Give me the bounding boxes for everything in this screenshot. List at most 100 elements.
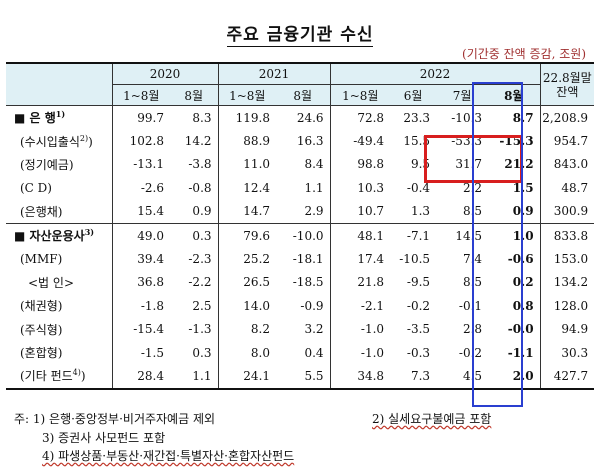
cell-value: 14.2 — [184, 134, 212, 149]
table-row: (C D) -2.6 -0.8 12.4 1.1 10.3 -0.4 2.2 1.5 48.7 — [6, 176, 595, 200]
cell-value: 49.0 — [111, 222, 170, 248]
cell-value: 1.5 — [512, 180, 534, 195]
cell-value: 11.0 — [217, 152, 277, 177]
table-row: (수시입출식2)) 102.8 14.2 88.9 16.3 -49.4 15.5 -53.3… — [6, 129, 595, 153]
cell-value: 2.0 — [488, 364, 541, 390]
cell-value: -1.0 — [329, 340, 391, 365]
cell-value: 39.4 — [111, 247, 170, 271]
cell-value: 1.1 — [304, 180, 324, 195]
cell-value: 14.7 — [217, 199, 277, 224]
row-label: <법 인> — [28, 275, 75, 290]
cell-value: 24.6 — [276, 105, 331, 130]
cell-value: 17.4 — [329, 247, 391, 271]
cell-value: 10.7 — [329, 199, 391, 224]
header-2022: 2022 — [329, 62, 541, 85]
cell-value: 833.8 — [539, 222, 595, 248]
cell-value: 72.8 — [329, 105, 391, 130]
table-row: (주식형) -15.4 -1.3 8.2 3.2 -1.0 -3.5 2.8 -0.0 94.9 — [6, 317, 595, 341]
cell-value: 10.3 — [329, 176, 391, 200]
cell-value: -0.4 — [406, 180, 431, 195]
footnotes: 주: 1) 은행·중앙정부·비거주자예금 제외 2) 실세요구불예금 포함 3)… — [14, 410, 594, 466]
cell-value: 843.0 — [539, 152, 595, 177]
unit-note: (기간중 잔액 증감, 조원) — [462, 47, 586, 61]
cell-value: -10.0 — [276, 222, 331, 248]
cell-value: -3.5 — [406, 322, 431, 337]
cell-value: -1.0 — [329, 317, 391, 341]
cell-value: 8.5 — [462, 275, 483, 290]
cell-value: 0.3 — [170, 222, 219, 248]
cell-value: -18.5 — [292, 275, 324, 290]
cell-value: 28.4 — [111, 364, 170, 390]
cell-value: -1.1 — [507, 345, 534, 360]
cell-value: 954.7 — [539, 129, 595, 153]
cell-value: -15.3 — [499, 134, 534, 149]
cell-value: 14.0 — [217, 294, 277, 318]
footnote-3: 3) 증권사 사모펀드 포함 — [42, 430, 166, 445]
cell-value: 31.7 — [455, 157, 483, 172]
header-2022-jul: 7월 — [436, 84, 489, 106]
cell-value: -0.2 — [458, 345, 483, 360]
cell-value: 1.1 — [170, 364, 219, 390]
cell-value: -3.8 — [188, 157, 212, 172]
cell-value: 2.8 — [462, 322, 483, 337]
cell-value: 14.5 — [436, 222, 489, 248]
cell-value: 134.2 — [539, 270, 595, 295]
table-row: <법 인> 36.8 -2.2 26.5 -18.5 21.8 -9.5 8.5 0.2 134.… — [6, 270, 595, 295]
cell-value: 0.4 — [304, 345, 324, 360]
cell-value: 1.3 — [410, 204, 431, 219]
cell-value: 128.0 — [539, 294, 595, 318]
cell-value: 26.5 — [217, 270, 277, 295]
cell-value: 48.7 — [539, 176, 595, 200]
table-title: 주요 금융기관 수신 — [226, 25, 374, 47]
cell-value: 30.3 — [539, 340, 595, 365]
row-label: ■ 은 행1) — [6, 105, 112, 130]
cell-value: -0.3 — [406, 345, 431, 360]
row-label: ■ 자산운용사3) — [6, 222, 112, 248]
row-label: (수시입출식2)) — [20, 133, 93, 149]
cell-value: -2.1 — [329, 294, 391, 318]
cell-value: -7.1 — [390, 222, 437, 248]
cell-value: 0.8 — [512, 298, 534, 313]
table-row: (채권형) -1.8 2.5 14.0 -0.9 -2.1 -0.2 -0.1 0.8 128.0 — [6, 294, 595, 318]
row-label: (MMF) — [20, 252, 63, 267]
cell-value: 0.2 — [512, 275, 534, 290]
cell-value: 3.2 — [304, 322, 324, 337]
cell-value: -2.3 — [188, 252, 212, 267]
cell-value: -1.5 — [111, 340, 170, 365]
table-row: (기타 펀드4)) 28.4 1.1 24.1 5.5 34.8 7.3 4.5 2.0 427.… — [6, 364, 595, 390]
cell-value: -9.5 — [406, 275, 431, 290]
cell-value: 8.7 — [488, 105, 541, 130]
cell-value: 8.2 — [217, 317, 277, 341]
cell-value: 25.2 — [217, 247, 277, 271]
cell-value: -1.3 — [188, 322, 212, 337]
cell-value: -15.4 — [111, 317, 170, 341]
header-2021-aug: 8월 — [276, 84, 331, 106]
cell-value: -49.4 — [329, 129, 391, 153]
cell-value: 88.9 — [217, 129, 277, 153]
header-row-periods: 1~8월 8월 1~8월 8월 1~8월 6월 7월 8월 — [6, 84, 594, 106]
cell-value: -0.2 — [406, 298, 431, 313]
table-row: ■ 은 행1) 99.7 8.3 119.8 24.6 72.8 23.3 -10.3 8.7 2… — [6, 105, 595, 130]
cell-value: 21.2 — [504, 157, 534, 172]
cell-value: 34.8 — [329, 364, 391, 390]
cell-value: 1.0 — [488, 222, 541, 248]
header-2020-jan-aug: 1~8월 — [111, 84, 170, 106]
cell-value: 2,208.9 — [539, 105, 595, 130]
header-balance: 22.8월말 잔액 — [539, 62, 595, 106]
cell-value: 21.8 — [329, 270, 391, 295]
cell-value: 8.0 — [217, 340, 277, 365]
cell-value: 7.3 — [390, 364, 437, 390]
cell-value: -0.6 — [507, 252, 534, 267]
cell-value: -13.1 — [111, 152, 170, 177]
cell-value: 0.3 — [192, 345, 212, 360]
cell-value: -10.5 — [399, 252, 431, 267]
cell-value: 427.7 — [539, 364, 595, 390]
cell-value: -2.2 — [188, 275, 212, 290]
table-row: (은행채) 15.4 0.9 14.7 2.9 10.7 1.3 8.5 0.9 300.9 — [6, 199, 595, 224]
header-2021: 2021 — [217, 62, 331, 85]
table-row: (정기예금) -13.1 -3.8 11.0 8.4 98.8 9.5 31.7 21.2 843… — [6, 152, 595, 177]
cell-value: 16.3 — [296, 134, 324, 149]
row-label: (혼합형) — [20, 346, 63, 361]
cell-value: 24.1 — [217, 364, 277, 390]
cell-value: 8.3 — [170, 105, 219, 130]
